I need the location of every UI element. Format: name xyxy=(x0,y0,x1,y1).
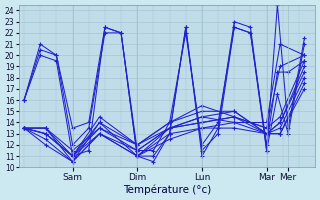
X-axis label: Température (°c): Température (°c) xyxy=(123,185,211,195)
